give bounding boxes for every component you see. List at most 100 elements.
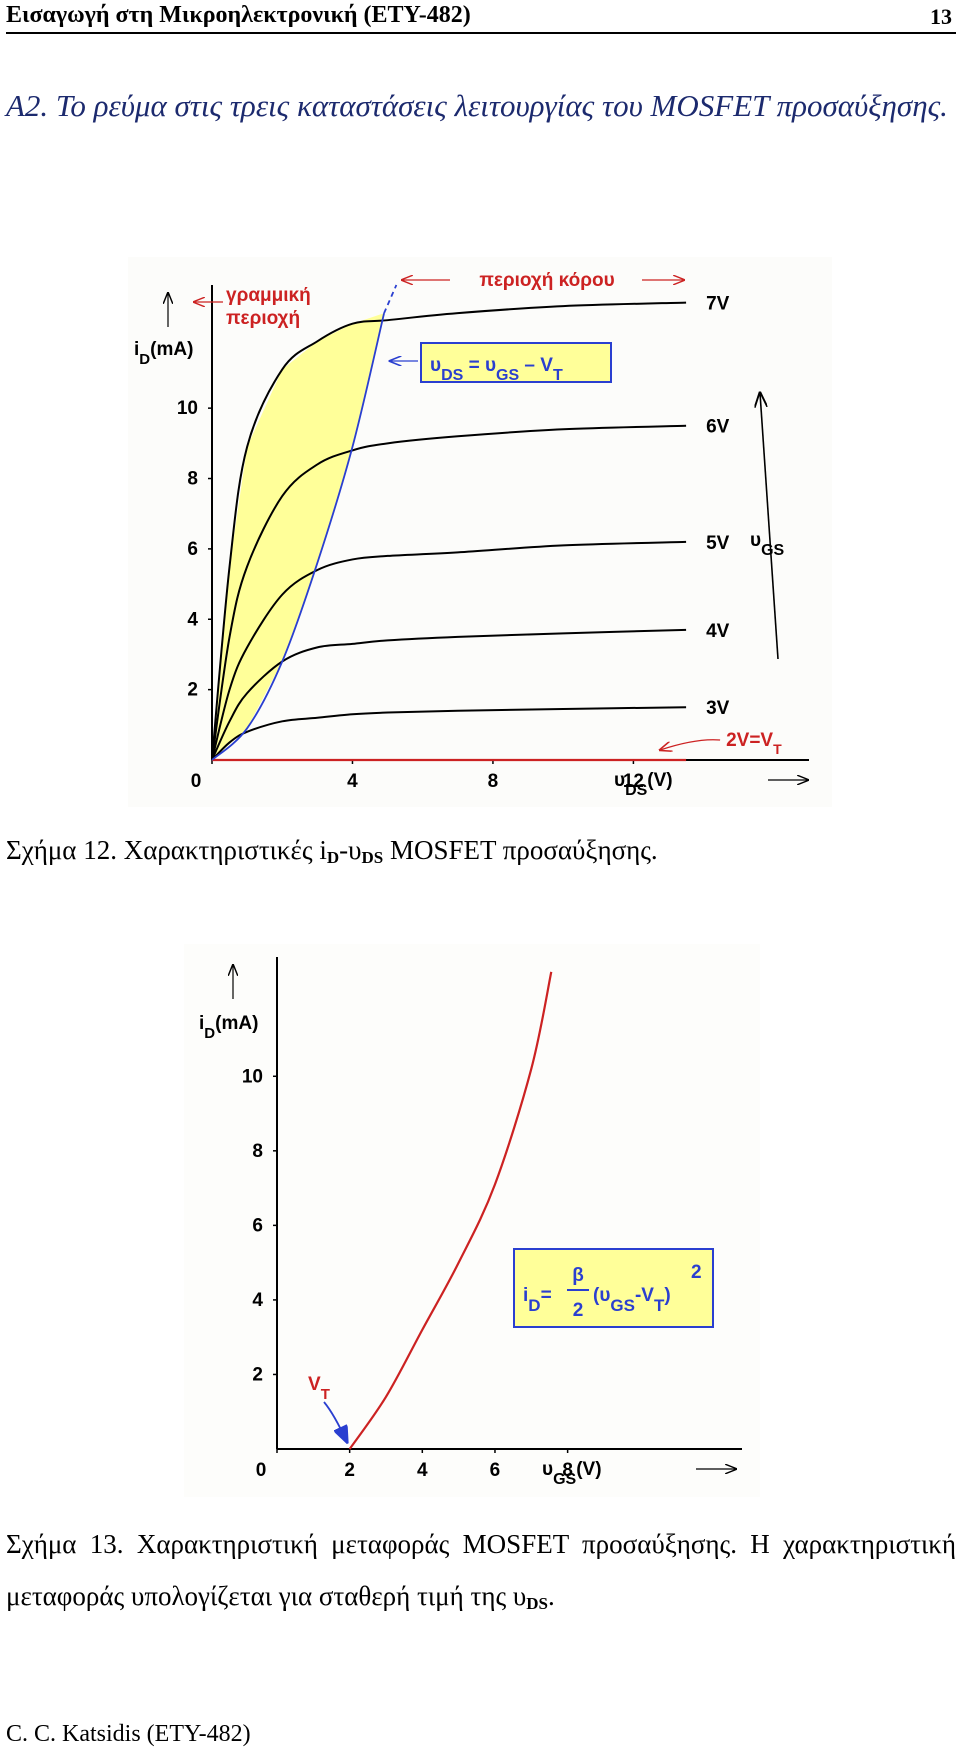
x-tick-label: 8 <box>562 1460 573 1481</box>
text-part: i <box>199 1013 204 1034</box>
series-label: 3V <box>706 698 730 719</box>
caption-subscript: D <box>326 848 340 867</box>
x-tick-label: 0 <box>191 771 202 792</box>
series-label: 6V <box>706 417 730 438</box>
text-part: υ <box>614 770 625 791</box>
formula-rhs: (υGS-VT) <box>593 1285 671 1315</box>
x-tick-label: 8 <box>488 771 499 792</box>
x-tick-label: 0 <box>256 1460 267 1481</box>
series-line <box>211 706 687 761</box>
text-part: = <box>541 1285 552 1306</box>
y-tick-label: 4 <box>187 609 198 630</box>
series-line <box>211 424 687 761</box>
linear-region-label: γραμμική <box>226 285 311 306</box>
series-line <box>211 301 687 761</box>
vgs-arrow <box>760 393 779 660</box>
saturation-region-label: περιοχή κόρου <box>479 270 614 291</box>
header-title: Εισαγωγή στη Μικροηλεκτρονική (ΕΤΥ-482) <box>6 2 471 28</box>
caption-text: MOSFET προσαύξησης. <box>383 835 658 865</box>
linear-region-label: περιοχή <box>226 308 300 329</box>
subscript: T <box>321 1386 330 1403</box>
formula-numerator: β <box>572 1265 584 1286</box>
y-tick-label: 2 <box>252 1364 263 1385</box>
series-label: 2V=VT <box>726 730 782 757</box>
x-tick-label: 4 <box>417 1460 428 1481</box>
formula-exponent: 2 <box>691 1262 702 1283</box>
x-tick-label: 12 <box>623 771 644 792</box>
caption-subscript: DS <box>361 848 384 867</box>
text-part: 2V=V <box>726 730 773 751</box>
caption-subscript: DS <box>526 1594 548 1613</box>
text-part: V <box>308 1374 321 1395</box>
subscript: GS <box>610 1296 635 1315</box>
caption-text: Σχήμα 12. Χαρακτηριστικές i <box>6 835 327 865</box>
page-footer: C. C. Katsidis (ETY-482) <box>6 1721 251 1747</box>
y-axis-label: iD(mA) <box>199 1013 258 1042</box>
vt-label: VT <box>308 1374 330 1403</box>
text-part: = υ <box>463 355 496 376</box>
figure-caption: Σχήμα 13. Χαρακτηριστική μεταφοράς MOSFE… <box>6 1518 956 1622</box>
subscript: DS <box>625 782 648 799</box>
y-tick-label: 10 <box>242 1066 263 1087</box>
section-title: A2. Το ρεύμα στις τρεις καταστάσεις λειτ… <box>6 88 948 123</box>
y-tick-label: 6 <box>252 1215 263 1236</box>
subscript: D <box>139 351 150 368</box>
text-part: – V <box>519 355 553 376</box>
series-line <box>211 628 687 761</box>
linear-region-fill <box>212 313 385 760</box>
text-part: -V <box>635 1285 654 1306</box>
x-axis-label: υGS(V) <box>542 1459 602 1488</box>
subscript: T <box>654 1296 665 1315</box>
y-tick-label: 8 <box>252 1141 263 1162</box>
page-number: 13 <box>930 4 952 29</box>
vgs-label: υGS <box>750 530 785 559</box>
saturation-boundary-extension <box>383 284 398 314</box>
subscript: D <box>204 1025 215 1042</box>
y-tick-label: 8 <box>187 469 198 490</box>
series-label: 7V <box>706 294 730 315</box>
y-axis-label: iD(mA) <box>134 339 193 368</box>
series-label: 5V <box>706 533 730 554</box>
figure-caption: Σχήμα 12. Χαρακτηριστικές iD-υDS MOSFET … <box>6 824 956 876</box>
caption-text: Σχήμα 13. Χαρακτηριστική μεταφοράς MOSFE… <box>6 1529 956 1611</box>
x-tick-label: 6 <box>490 1460 501 1481</box>
page-header: Εισαγωγή στη Μικροηλεκτρονική (ΕΤΥ-482) … <box>6 2 956 34</box>
subscript: D <box>528 1296 540 1315</box>
y-tick-label: 10 <box>177 398 198 419</box>
subscript: T <box>553 367 563 384</box>
y-tick-label: 2 <box>187 680 198 701</box>
caption-text: -υ <box>339 835 362 865</box>
subscript: GS <box>553 1471 576 1488</box>
series-label: 4V <box>706 621 730 642</box>
formula-box <box>420 342 612 383</box>
y-tick-label: 6 <box>187 539 198 560</box>
y-tick-label: 4 <box>252 1290 263 1311</box>
text-part: (V) <box>576 1459 601 1480</box>
formula-lhs: iD= <box>523 1285 552 1315</box>
subscript: GS <box>496 367 519 384</box>
series-line <box>348 971 553 1450</box>
saturation-boundary <box>211 312 385 761</box>
subscript: T <box>773 741 782 757</box>
x-tick-label: 4 <box>347 771 358 792</box>
vt-arrow <box>323 1401 347 1442</box>
subscript: GS <box>761 542 784 559</box>
text-part: (mA) <box>150 339 193 360</box>
text-part: υ <box>750 530 761 551</box>
formula-denominator: 2 <box>573 1300 584 1321</box>
text-part: i <box>523 1285 528 1306</box>
series-label-arrow <box>660 739 721 750</box>
text-part: ) <box>664 1285 670 1306</box>
formula-box <box>513 1248 714 1328</box>
text-part: i <box>134 339 139 360</box>
text-part: υ <box>542 1459 553 1480</box>
text-part: (υ <box>593 1285 610 1306</box>
text-part: (mA) <box>215 1013 258 1034</box>
boundary-label: υDS = υGS – VT <box>430 355 563 384</box>
text-part: υ <box>430 355 441 376</box>
x-axis-label: υDS(V) <box>614 770 673 799</box>
series-line <box>211 540 687 761</box>
